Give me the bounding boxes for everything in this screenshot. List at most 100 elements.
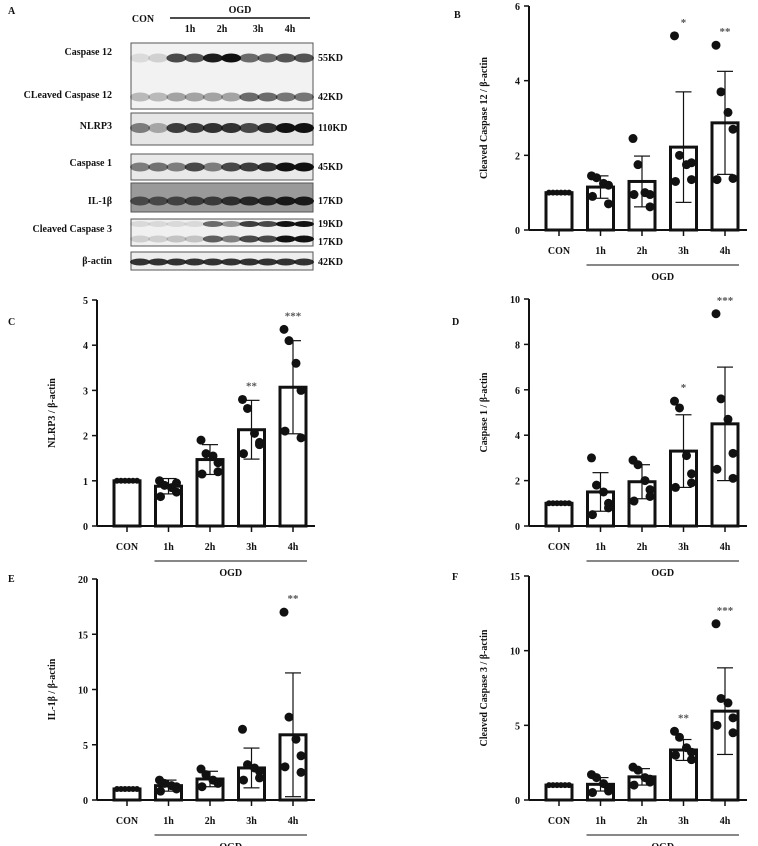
blot-band xyxy=(166,162,187,172)
y-axis-label: NLRP3 / β-actin xyxy=(47,378,58,448)
blot-band xyxy=(184,123,205,133)
bar xyxy=(112,479,142,528)
x-tick-label: 2h xyxy=(637,246,648,257)
data-point xyxy=(172,487,181,497)
data-point xyxy=(716,87,726,97)
blot-band xyxy=(239,162,260,172)
data-point xyxy=(592,480,601,490)
significance-marker: ** xyxy=(246,380,258,392)
x-tick-label: CON xyxy=(548,246,571,257)
blot-band xyxy=(148,162,169,172)
data-point xyxy=(160,778,169,788)
data-point xyxy=(687,747,696,757)
blot-band xyxy=(130,221,150,227)
data-point xyxy=(728,448,738,458)
blot-band xyxy=(221,235,242,243)
data-point xyxy=(239,449,248,459)
data-point xyxy=(201,770,211,780)
blot-band xyxy=(166,53,187,63)
y-tick-label: 0 xyxy=(83,522,88,533)
x-tick-label: 4h xyxy=(288,542,299,553)
data-point xyxy=(291,734,301,744)
blot-kd-label: 42KD xyxy=(318,92,343,103)
data-point xyxy=(196,435,206,445)
significance-marker: * xyxy=(681,17,687,29)
data-point xyxy=(716,394,726,404)
y-tick-label: 4 xyxy=(83,341,88,352)
blot-band xyxy=(148,235,169,243)
y-tick-label: 6 xyxy=(515,386,520,397)
data-point xyxy=(243,760,252,770)
data-point xyxy=(296,751,306,761)
blot-band xyxy=(257,123,278,133)
data-point xyxy=(243,403,252,413)
data-point xyxy=(255,773,264,783)
x-tick-label: 4h xyxy=(720,542,731,553)
data-point xyxy=(723,107,733,117)
x-tick-label: 4h xyxy=(288,816,299,827)
data-point xyxy=(172,782,181,792)
data-point xyxy=(687,175,696,185)
blot-band xyxy=(275,235,296,243)
blot-band xyxy=(239,258,260,266)
blot-band xyxy=(221,92,242,102)
blot-band xyxy=(257,221,278,227)
data-point xyxy=(682,451,691,461)
data-point xyxy=(604,199,613,209)
blot-lane-label: 2h xyxy=(217,24,228,35)
data-point xyxy=(160,480,169,490)
blot-band xyxy=(294,162,314,172)
data-point xyxy=(645,190,655,200)
x-tick-label: 3h xyxy=(678,816,689,827)
data-point xyxy=(592,173,601,183)
blot-band xyxy=(221,196,242,206)
blot-band xyxy=(166,221,187,227)
blot-row-label: Caspase 1 xyxy=(69,158,112,169)
blot-band xyxy=(184,235,205,243)
significance-marker: * xyxy=(681,382,687,394)
blot-band xyxy=(184,53,205,63)
x-group-label: OGD xyxy=(219,568,242,579)
data-point xyxy=(208,451,218,461)
data-point xyxy=(197,469,207,479)
blot-header-con: CON xyxy=(132,14,155,25)
blot-kd-label: 110KD xyxy=(318,123,347,134)
blot-band xyxy=(202,92,223,102)
blot-band xyxy=(257,53,278,63)
y-tick-label: 2 xyxy=(515,151,520,162)
data-point xyxy=(213,458,223,468)
y-tick-label: 15 xyxy=(510,572,520,583)
data-point xyxy=(197,782,207,792)
data-point xyxy=(296,385,306,395)
blot-kd-label: 45KD xyxy=(318,162,343,173)
blot-band xyxy=(148,196,169,206)
blot-band xyxy=(221,53,242,63)
blot-band xyxy=(148,53,169,63)
x-tick-label: 2h xyxy=(205,542,216,553)
blot-band xyxy=(221,258,242,266)
data-point xyxy=(629,190,639,200)
y-axis-label: Cleaved Caspase 12 / β-actin xyxy=(479,57,490,179)
x-tick-label: 3h xyxy=(678,246,689,257)
data-point xyxy=(156,786,165,796)
data-point xyxy=(291,358,301,368)
blot-band xyxy=(148,92,169,102)
blot-band xyxy=(130,258,150,266)
blot-band xyxy=(202,258,223,266)
y-tick-label: 8 xyxy=(515,340,520,351)
y-tick-label: 4 xyxy=(515,431,520,442)
data-point xyxy=(687,755,696,765)
blot-band xyxy=(221,162,242,172)
data-point xyxy=(280,762,290,772)
y-tick-label: 5 xyxy=(83,296,88,307)
data-point xyxy=(284,712,294,722)
blot-row-label: β-actin xyxy=(82,256,112,267)
data-point xyxy=(675,150,684,160)
data-point xyxy=(645,774,655,784)
data-point xyxy=(645,491,655,501)
data-point xyxy=(255,766,264,776)
y-axis-label: Cleaved Caspase 3 / β-actin xyxy=(479,629,490,746)
data-point xyxy=(599,487,608,497)
y-tick-label: 4 xyxy=(515,77,520,88)
data-point xyxy=(629,780,639,790)
